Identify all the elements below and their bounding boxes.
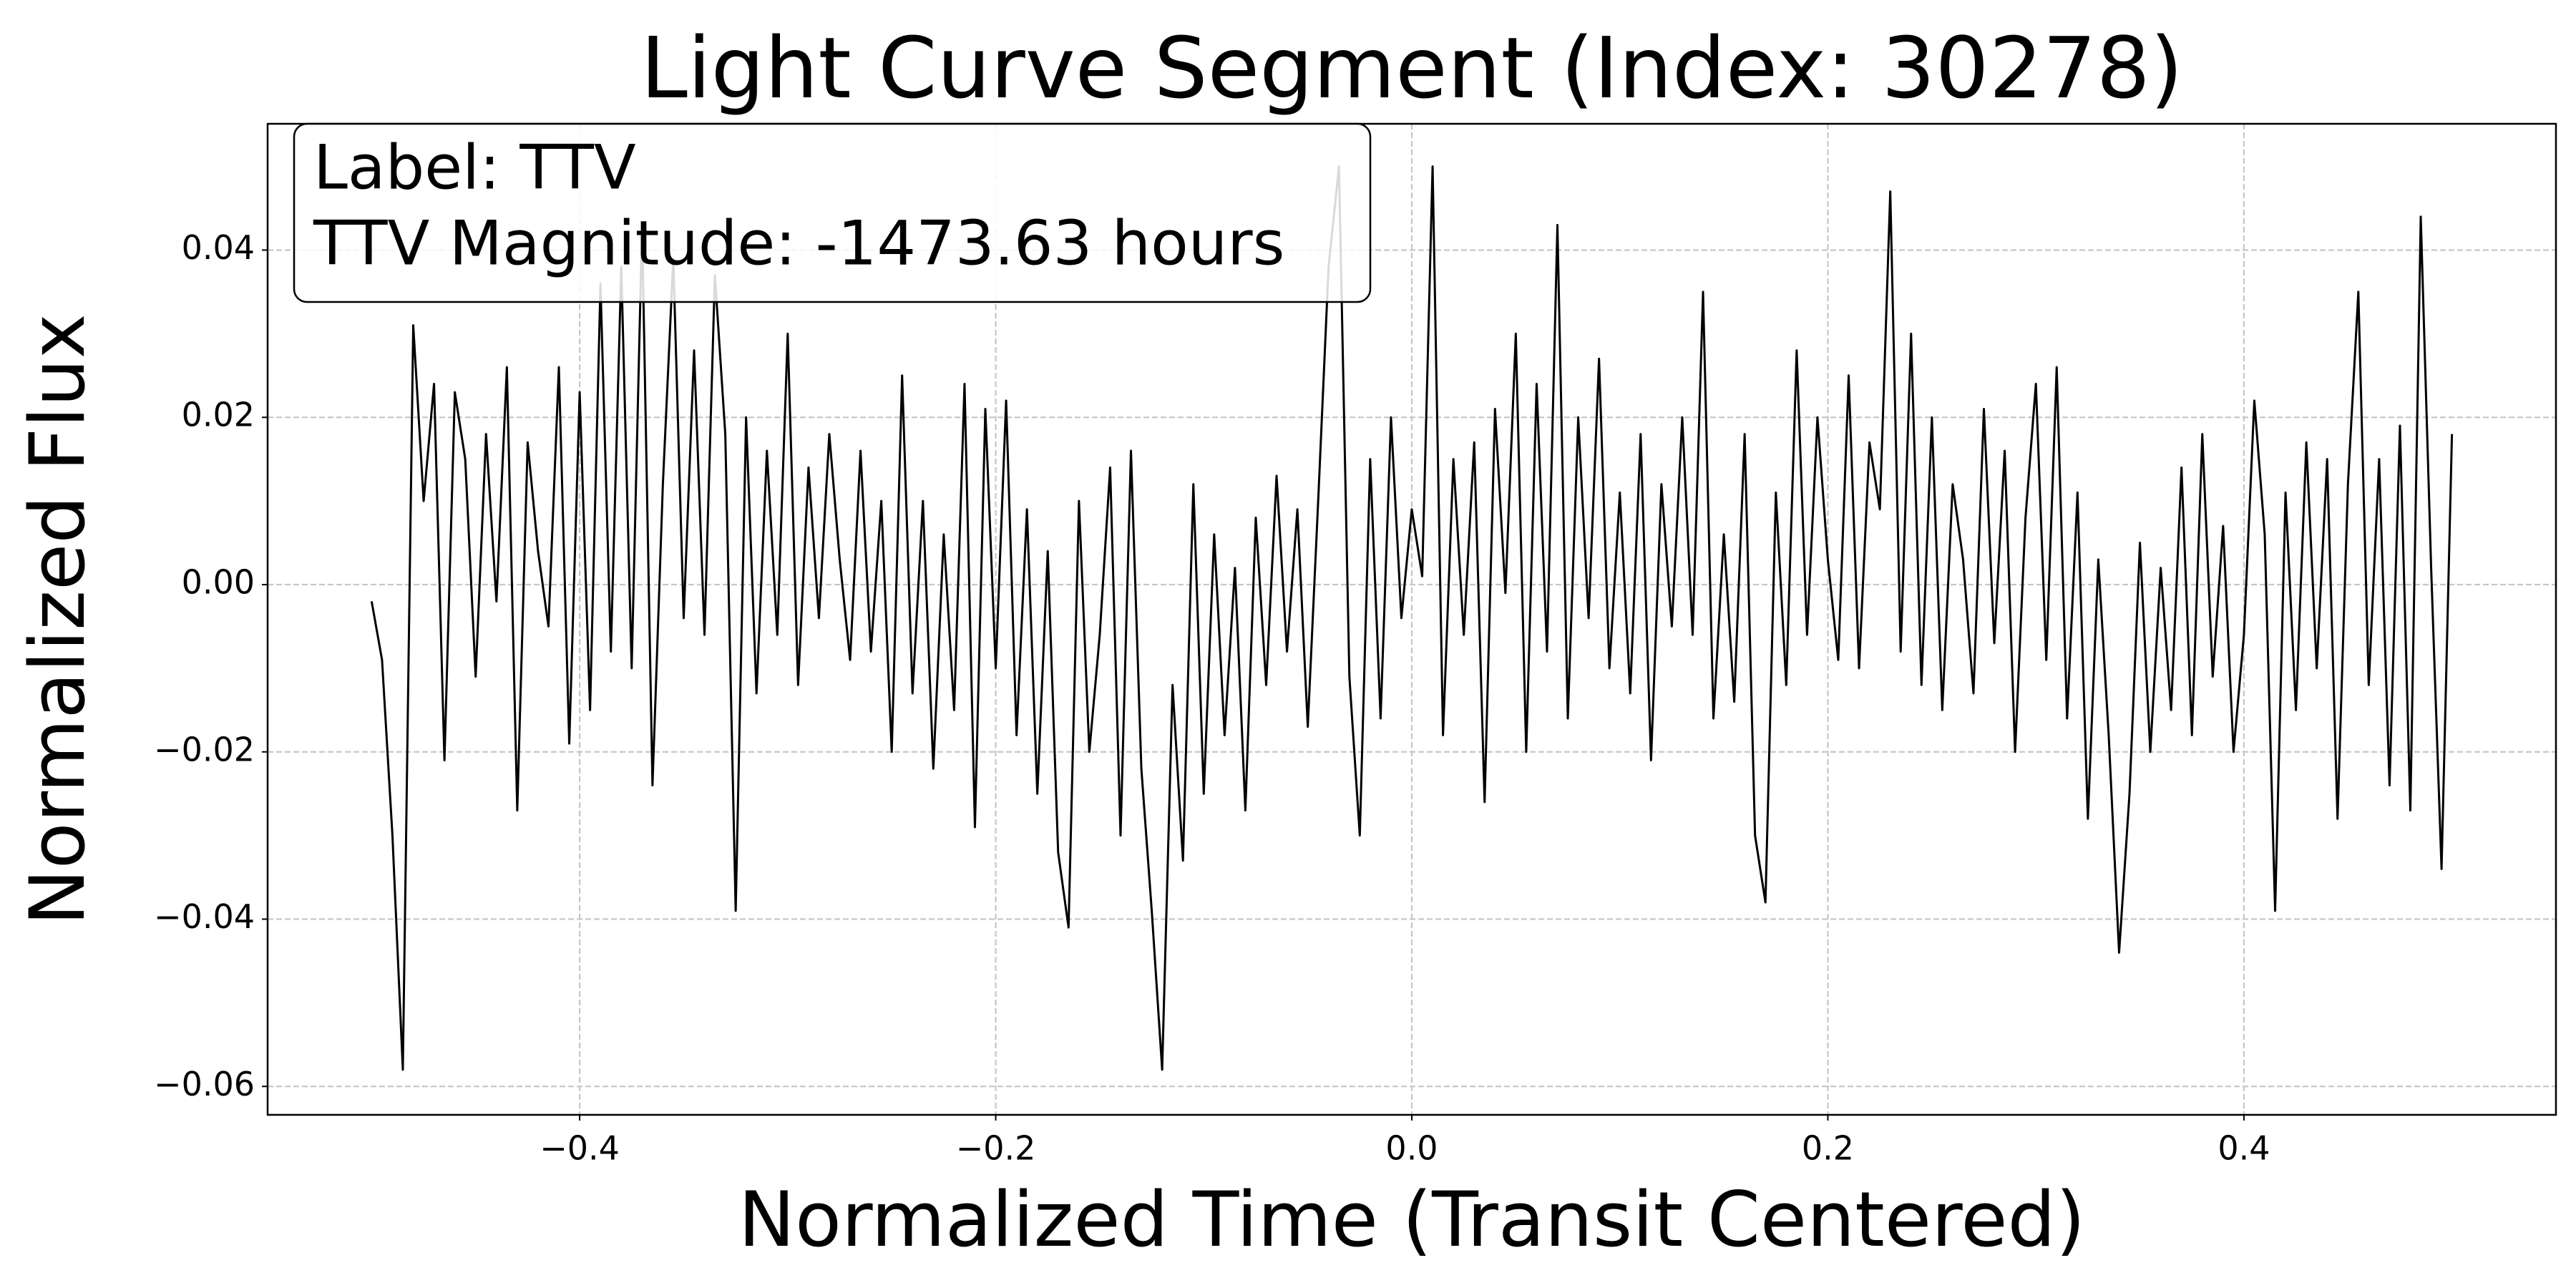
x-axis-label: Normalized Time (Transit Centered) [738,1176,2085,1264]
y-tick-label: 0.02 [182,396,255,434]
annotation: Label: TTV [313,132,636,203]
x-tick-label: −0.2 [956,1129,1036,1168]
y-tick-label: 0.00 [182,562,255,601]
x-tick-label: −0.4 [540,1129,620,1168]
x-tick-label: 0.0 [1385,1129,1438,1168]
annotation: TTV Magnitude: -1473.63 hours [313,208,1284,279]
x-tick-label: 0.2 [1802,1129,1854,1168]
annotation-box [293,122,1372,303]
y-tick-label: −0.02 [154,730,255,769]
x-tick-label: 0.4 [2218,1129,2270,1168]
y-axis-label: Normalized Flux [14,313,102,925]
y-tick-label: −0.04 [154,897,255,936]
y-tick-label: 0.04 [182,228,255,267]
plot-area [370,165,2454,1071]
chart-title: Light Curve Segment (Index: 30278) [640,19,2183,117]
y-tick-label: −0.06 [154,1065,255,1103]
light-curve [370,165,2454,1071]
